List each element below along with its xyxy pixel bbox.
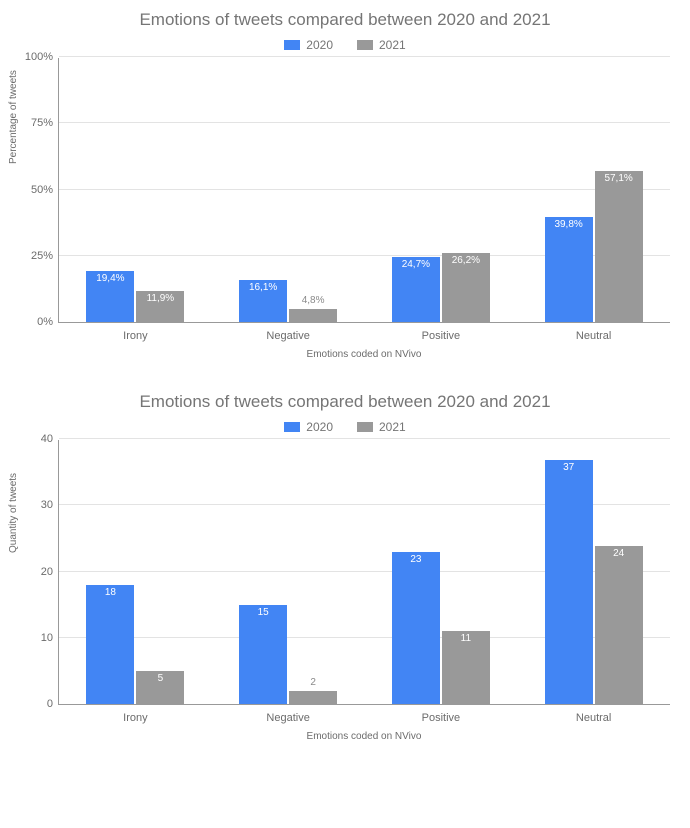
category-label: Positive [365,712,518,724]
bar-value-label: 18 [86,587,134,598]
category-label: Neutral [517,712,670,724]
bar-value-label: 4,8% [289,295,337,306]
bar-value-label: 16,1% [239,282,287,293]
chart-1: Emotions of tweets compared between 2020… [0,0,690,360]
chart-title: Emotions of tweets compared between 2020… [0,382,690,412]
bar: 5 [136,671,184,704]
y-tick-label: 100% [11,51,53,63]
grid-line [59,56,670,57]
bar-value-label: 5 [136,673,184,684]
bar-group: 16,1%4,8%Negative [212,58,365,322]
legend-item: 2020 [284,38,333,52]
bar: 26,2% [442,253,490,322]
legend-swatch [357,40,373,50]
x-axis-label: Emotions coded on NVivo [58,731,670,742]
bar: 16,1% [239,280,287,323]
bar-value-label: 11,9% [136,293,184,304]
legend-swatch [284,422,300,432]
bar-value-label: 23 [392,554,440,565]
legend-label: 2021 [379,420,406,434]
y-tick-label: 50% [11,184,53,196]
bar-group: 19,4%11,9%Irony [59,58,212,322]
category-label: Positive [365,330,518,342]
y-tick-label: 0 [11,698,53,710]
bar: 15 [239,605,287,704]
bar-group: 2311Positive [365,440,518,704]
y-tick-label: 10 [11,632,53,644]
category-label: Irony [59,712,212,724]
bar-groups: 185Irony152Negative2311Positive3724Neutr… [59,440,670,704]
bar: 23 [392,552,440,704]
y-tick-label: 0% [11,316,53,328]
bar-value-label: 37 [545,462,593,473]
legend-item: 2020 [284,420,333,434]
bar: 24 [595,546,643,704]
bar-value-label: 24 [595,548,643,559]
bar-value-label: 26,2% [442,255,490,266]
category-label: Irony [59,330,212,342]
legend: 2020 2021 [0,420,690,434]
bar: 2 [289,691,337,704]
bar-value-label: 11 [442,633,490,644]
chart-title: Emotions of tweets compared between 2020… [0,0,690,30]
y-tick-label: 25% [11,250,53,262]
bar-value-label: 19,4% [86,273,134,284]
legend: 2020 2021 [0,38,690,52]
plot-area: 0%25%50%75%100%19,4%11,9%Irony16,1%4,8%N… [58,58,670,323]
legend-item: 2021 [357,38,406,52]
bar: 4,8% [289,309,337,322]
category-label: Negative [212,330,365,342]
legend-swatch [357,422,373,432]
bar: 24,7% [392,257,440,322]
category-label: Negative [212,712,365,724]
legend-label: 2020 [306,38,333,52]
legend-label: 2020 [306,420,333,434]
y-tick-label: 40 [11,433,53,445]
legend-item: 2021 [357,420,406,434]
y-tick-label: 75% [11,117,53,129]
legend-label: 2021 [379,38,406,52]
chart-2: Emotions of tweets compared between 2020… [0,382,690,742]
bar: 37 [545,460,593,704]
legend-swatch [284,40,300,50]
bar-group: 39,8%57,1%Neutral [517,58,670,322]
bar: 39,8% [545,217,593,322]
bar-group: 3724Neutral [517,440,670,704]
x-axis-label: Emotions coded on NVivo [58,349,670,360]
y-tick-label: 30 [11,499,53,511]
category-label: Neutral [517,330,670,342]
bar-value-label: 57,1% [595,173,643,184]
y-axis-label: Quantity of tweets [8,472,19,552]
bar-group: 24,7%26,2%Positive [365,58,518,322]
bar-value-label: 15 [239,607,287,618]
bar: 18 [86,585,134,704]
bar-value-label: 39,8% [545,219,593,230]
bar: 57,1% [595,171,643,322]
bar-groups: 19,4%11,9%Irony16,1%4,8%Negative24,7%26,… [59,58,670,322]
bar-group: 185Irony [59,440,212,704]
plot-area: 010203040185Irony152Negative2311Positive… [58,440,670,705]
bar: 19,4% [86,271,134,322]
bar-value-label: 2 [289,677,337,688]
bar: 11,9% [136,291,184,322]
y-tick-label: 20 [11,566,53,578]
bar-value-label: 24,7% [392,259,440,270]
bar: 11 [442,631,490,704]
grid-line [59,438,670,439]
bar-group: 152Negative [212,440,365,704]
